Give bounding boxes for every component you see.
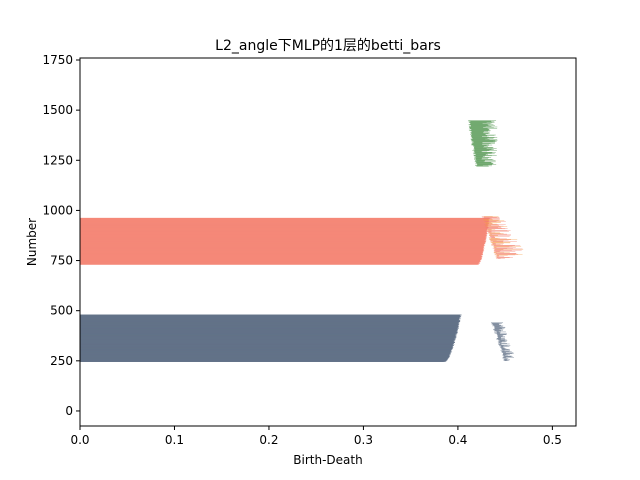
plot-frame — [79, 57, 577, 427]
x-tick-label: 0.2 — [259, 433, 278, 447]
bar-series-1 — [80, 216, 524, 265]
x-tick-label: 0.5 — [543, 433, 562, 447]
outlier-bars-0 — [490, 322, 515, 361]
y-tick-label: 750 — [50, 254, 73, 268]
x-axis-label: Birth-Death — [293, 453, 362, 467]
bar-series-2 — [467, 120, 498, 167]
y-axis-label: Number — [25, 218, 39, 266]
y-tick-label: 1500 — [42, 103, 73, 117]
y-tick-label: 1000 — [42, 203, 73, 217]
x-tick-label: 0.4 — [448, 433, 467, 447]
y-tick-label: 1250 — [42, 153, 73, 167]
bars-layer — [80, 120, 524, 363]
outlier-bars-1 — [481, 216, 524, 259]
bar-series-0 — [80, 314, 515, 363]
y-axis: 0 250 500 750 1000 1250 1500 1750 — [42, 53, 80, 418]
y-tick-label: 1750 — [42, 53, 73, 67]
x-tick-label: 0.1 — [165, 433, 184, 447]
y-tick-label: 500 — [50, 304, 73, 318]
y-tick-label: 250 — [50, 354, 73, 368]
x-tick-label: 0.3 — [354, 433, 373, 447]
x-axis: 0.0 0.1 0.2 0.3 0.4 0.5 — [70, 426, 562, 447]
x-tick-label: 0.0 — [70, 433, 89, 447]
chart-title: L2_angle下MLP的1层的betti_bars — [215, 38, 441, 54]
y-tick-label: 0 — [65, 404, 73, 418]
